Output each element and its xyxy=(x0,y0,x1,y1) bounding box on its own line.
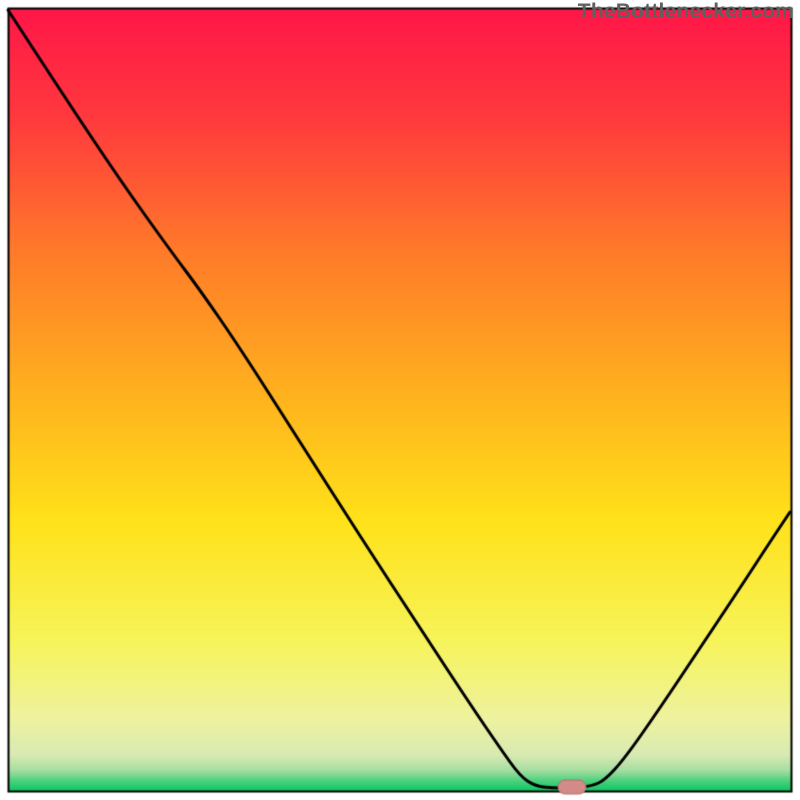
watermark-label: TheBottlenecker.com xyxy=(578,0,794,24)
chart-canvas xyxy=(0,0,800,800)
chart-stage: TheBottlenecker.com xyxy=(0,0,800,800)
